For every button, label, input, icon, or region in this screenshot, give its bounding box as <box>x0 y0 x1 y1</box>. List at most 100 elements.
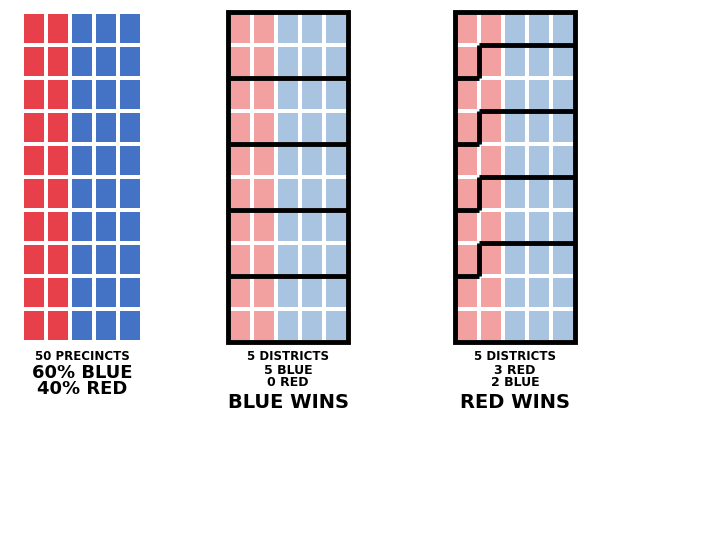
Bar <box>254 212 274 241</box>
Bar <box>120 80 140 109</box>
Bar <box>326 278 346 307</box>
Bar <box>48 179 68 208</box>
Bar <box>529 278 549 307</box>
Bar <box>48 113 68 142</box>
Bar <box>72 14 92 43</box>
Bar <box>326 311 346 340</box>
Bar <box>302 212 322 241</box>
Bar <box>326 113 346 142</box>
Bar <box>72 47 92 76</box>
Bar <box>254 278 274 307</box>
Bar <box>48 146 68 175</box>
Bar <box>457 245 477 274</box>
Bar <box>230 47 250 76</box>
Bar <box>302 47 322 76</box>
Bar <box>24 179 44 208</box>
Bar <box>457 80 477 109</box>
Bar <box>505 278 525 307</box>
Bar <box>302 80 322 109</box>
Text: 2 BLUE: 2 BLUE <box>491 376 539 389</box>
Bar <box>278 179 298 208</box>
Bar <box>457 179 477 208</box>
Bar <box>96 245 116 274</box>
Bar <box>553 311 573 340</box>
Bar <box>72 113 92 142</box>
Bar <box>230 212 250 241</box>
Text: 0 RED: 0 RED <box>267 376 309 389</box>
Bar <box>278 14 298 43</box>
Bar <box>457 311 477 340</box>
Bar <box>24 278 44 307</box>
Bar <box>96 179 116 208</box>
Bar <box>481 14 501 43</box>
Bar <box>120 47 140 76</box>
Bar <box>24 212 44 241</box>
Bar <box>230 245 250 274</box>
Bar <box>254 311 274 340</box>
Bar <box>302 14 322 43</box>
Bar <box>24 47 44 76</box>
Text: 60% BLUE: 60% BLUE <box>32 364 132 382</box>
Bar <box>553 80 573 109</box>
Text: 3 RED: 3 RED <box>494 364 536 377</box>
Bar <box>326 245 346 274</box>
Bar <box>553 113 573 142</box>
Bar <box>228 12 348 342</box>
Text: BLUE WINS: BLUE WINS <box>227 393 348 412</box>
Bar <box>24 80 44 109</box>
Bar <box>48 278 68 307</box>
Bar <box>230 14 250 43</box>
Bar <box>230 80 250 109</box>
Bar <box>529 311 549 340</box>
Bar <box>302 146 322 175</box>
Bar <box>457 212 477 241</box>
Bar <box>96 80 116 109</box>
Bar <box>553 212 573 241</box>
Bar <box>72 311 92 340</box>
Text: 50 PRECINCTS: 50 PRECINCTS <box>34 350 129 363</box>
Bar <box>254 146 274 175</box>
Bar <box>72 278 92 307</box>
Bar <box>120 179 140 208</box>
Bar <box>230 179 250 208</box>
Text: 5 DISTRICTS: 5 DISTRICTS <box>474 350 556 363</box>
Bar <box>529 47 549 76</box>
Bar <box>529 146 549 175</box>
Bar <box>278 80 298 109</box>
Bar <box>505 80 525 109</box>
Bar <box>120 278 140 307</box>
Bar <box>72 212 92 241</box>
Bar <box>120 146 140 175</box>
Text: 40% RED: 40% RED <box>37 380 127 398</box>
Bar <box>48 212 68 241</box>
Bar <box>96 146 116 175</box>
Bar <box>120 212 140 241</box>
Bar <box>48 311 68 340</box>
Bar <box>457 14 477 43</box>
Bar <box>553 47 573 76</box>
Bar <box>278 245 298 274</box>
Bar <box>278 212 298 241</box>
Text: 5 DISTRICTS: 5 DISTRICTS <box>247 350 329 363</box>
Bar <box>96 14 116 43</box>
Bar <box>529 113 549 142</box>
Bar <box>120 14 140 43</box>
Bar <box>455 12 575 342</box>
Bar <box>481 212 501 241</box>
Text: RED WINS: RED WINS <box>460 393 570 412</box>
Bar <box>48 14 68 43</box>
Bar <box>529 245 549 274</box>
Bar <box>96 212 116 241</box>
Bar <box>254 179 274 208</box>
Bar <box>481 278 501 307</box>
Bar <box>254 47 274 76</box>
Bar <box>120 311 140 340</box>
Bar <box>553 278 573 307</box>
Bar <box>230 146 250 175</box>
Bar <box>481 311 501 340</box>
Bar <box>553 146 573 175</box>
Bar <box>457 47 477 76</box>
Bar <box>481 113 501 142</box>
Bar <box>529 179 549 208</box>
Bar <box>48 80 68 109</box>
